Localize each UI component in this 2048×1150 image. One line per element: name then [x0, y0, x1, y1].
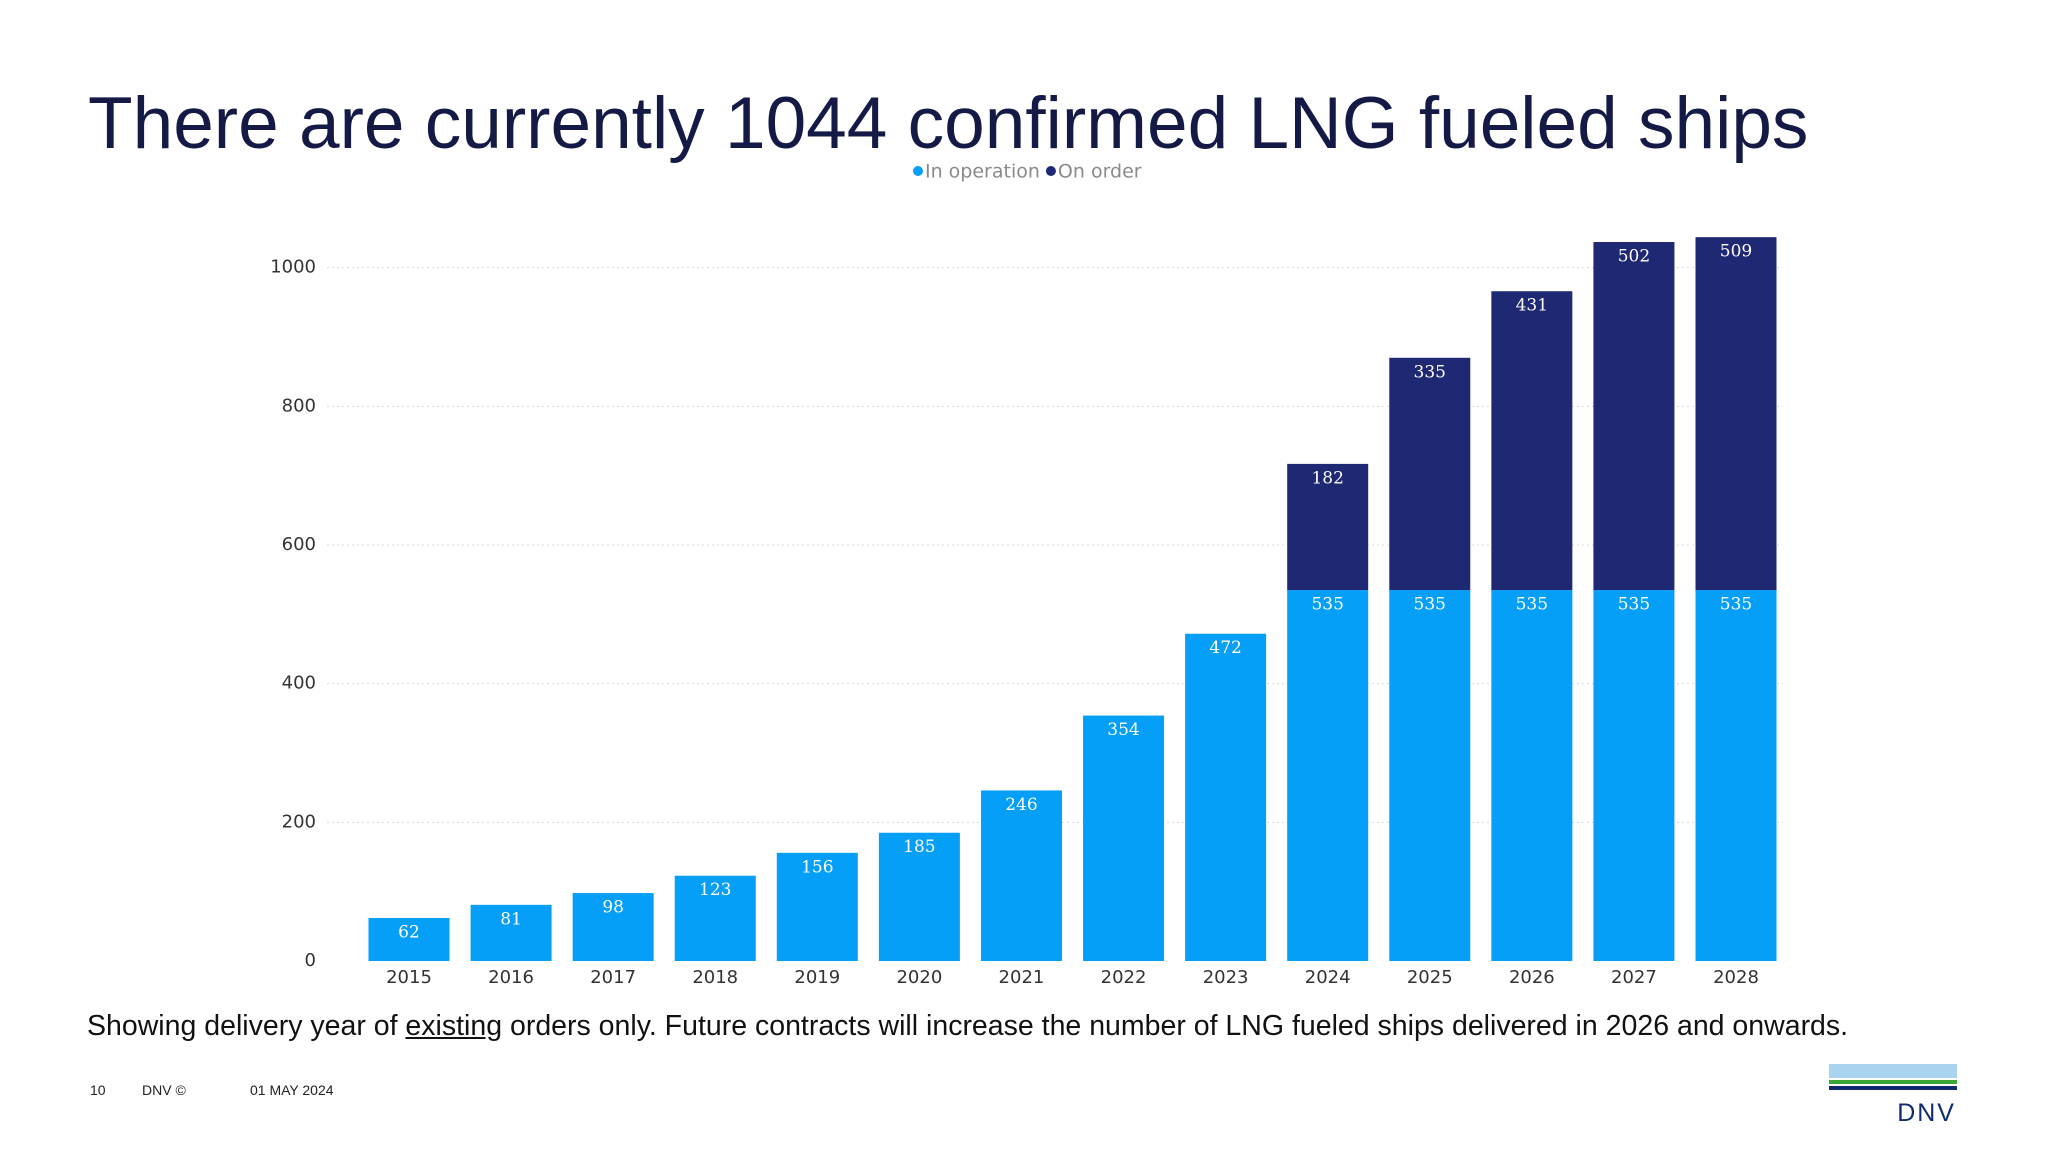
x-tick-label: 2028: [1713, 967, 1759, 988]
footnote-text: orders only. Future contracts will incre…: [502, 1010, 1849, 1042]
y-tick-label: 800: [282, 395, 316, 416]
y-tick-label: 400: [282, 673, 316, 694]
value-label: 535: [1720, 595, 1752, 615]
bar-segment: [1491, 291, 1573, 591]
x-tick-label: 2027: [1611, 967, 1657, 988]
y-tick-label: 1000: [270, 257, 316, 278]
value-label: 123: [699, 880, 731, 900]
bar-segment: [878, 832, 960, 961]
y-tick-label: 600: [282, 534, 316, 555]
x-tick-label: 2024: [1305, 967, 1351, 988]
bar-segment: [980, 790, 1062, 961]
x-tick-label: 2016: [488, 967, 534, 988]
value-label: 535: [1311, 595, 1343, 615]
x-tick-label: 2022: [1101, 967, 1147, 988]
bar-segment: [1287, 463, 1369, 591]
x-tick-label: 2020: [896, 967, 942, 988]
legend-label: In operation: [925, 161, 1040, 183]
bar-segment: [572, 893, 654, 961]
footnote: Showing delivery year of existing orders…: [87, 1010, 1848, 1043]
x-tick-label: 2017: [590, 967, 636, 988]
x-tick-label: 2026: [1509, 967, 1555, 988]
bar-segment: [1287, 590, 1369, 961]
bar-segment: [1389, 357, 1471, 591]
bar-segment: [1389, 590, 1471, 961]
legend-label: On order: [1058, 161, 1142, 183]
x-tick-label: 2021: [999, 967, 1045, 988]
value-label: 354: [1107, 720, 1139, 740]
bar-segment: [1695, 590, 1777, 961]
value-label: 431: [1516, 296, 1548, 316]
bar-segment: [1695, 237, 1777, 591]
page-number: 10: [90, 1082, 106, 1098]
bar-segment: [1185, 633, 1267, 961]
bar-segment: [776, 852, 858, 961]
logo-text: DNV: [1897, 1099, 1956, 1127]
y-tick-label: 200: [282, 811, 316, 832]
value-label: 335: [1414, 362, 1446, 382]
bar-segment: [470, 904, 552, 961]
x-tick-label: 2015: [386, 967, 432, 988]
bar-segment: [674, 875, 756, 961]
value-label: 535: [1618, 595, 1650, 615]
value-label: 98: [602, 898, 624, 918]
legend-marker: [1045, 166, 1056, 176]
date: 01 MAY 2024: [250, 1082, 334, 1098]
y-tick-label: 0: [305, 950, 316, 971]
copyright: DNV ©: [142, 1082, 186, 1098]
bar-segment: [1593, 242, 1675, 591]
bar-segment: [368, 918, 450, 961]
x-tick-label: 2018: [692, 967, 738, 988]
value-label: 509: [1720, 242, 1752, 262]
value-label: 472: [1209, 638, 1241, 658]
footnote-text: Showing delivery year of: [87, 1010, 406, 1042]
value-label: 535: [1516, 595, 1548, 615]
chart-title: There are currently 1044 confirmed LNG f…: [88, 83, 1808, 164]
x-tick-label: 2025: [1407, 967, 1453, 988]
bar-segment: [1491, 590, 1573, 961]
value-label: 185: [903, 837, 935, 857]
legend-marker: [913, 166, 923, 176]
value-label: 535: [1414, 595, 1446, 615]
bar-segment: [1083, 715, 1165, 961]
x-tick-label: 2023: [1203, 967, 1249, 988]
value-label: 62: [398, 923, 420, 943]
value-label: 502: [1618, 247, 1650, 267]
value-label: 81: [500, 909, 522, 929]
value-label: 156: [801, 857, 833, 877]
bar-segment: [1593, 590, 1675, 961]
value-label: 182: [1311, 468, 1343, 488]
logo: DNV: [1829, 1064, 1957, 1127]
x-tick-label: 2019: [794, 967, 840, 988]
value-label: 246: [1005, 795, 1037, 815]
footnote-emphasis: existing: [405, 1010, 503, 1042]
